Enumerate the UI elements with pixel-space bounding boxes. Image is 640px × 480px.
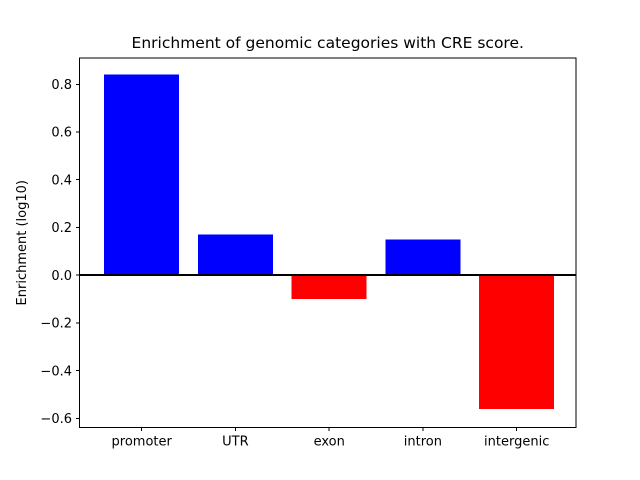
- y-ticks-group: −0.6 −0.4 −0.2 0.0 0.2 0.4 0.6 0.8: [40, 78, 80, 427]
- x-tick-label-promoter: promoter: [112, 435, 173, 450]
- y-axis-label: Enrichment (log10): [15, 180, 30, 305]
- y-tick-label: 0.2: [51, 221, 72, 236]
- y-tick-label: −0.4: [40, 364, 72, 379]
- y-tick-label: 0.0: [51, 269, 72, 284]
- y-tick-label: −0.2: [40, 317, 72, 332]
- y-tick-label: −0.6: [40, 412, 72, 427]
- bar-intergenic: [479, 275, 555, 409]
- x-tick-label-intron: intron: [404, 435, 442, 450]
- y-tick-label: 0.6: [51, 126, 72, 141]
- chart-title: Enrichment of genomic categories with CR…: [132, 34, 524, 52]
- plot-border: [79, 57, 577, 428]
- bar-intron: [385, 239, 461, 276]
- x-tick-label-intergenic: intergenic: [484, 435, 549, 450]
- x-ticks-group: promoter UTR exon intron intergenic: [112, 427, 549, 450]
- x-tick-label-exon: exon: [314, 435, 345, 450]
- bar-UTR: [197, 234, 273, 276]
- axes-group: [79, 57, 577, 428]
- x-tick-label-UTR: UTR: [222, 435, 249, 450]
- bar-exon: [291, 275, 367, 300]
- bar-promoter: [104, 74, 180, 276]
- y-tick-label: 0.4: [51, 173, 72, 188]
- bars-group: [104, 74, 555, 409]
- y-tick-label: 0.8: [51, 78, 72, 93]
